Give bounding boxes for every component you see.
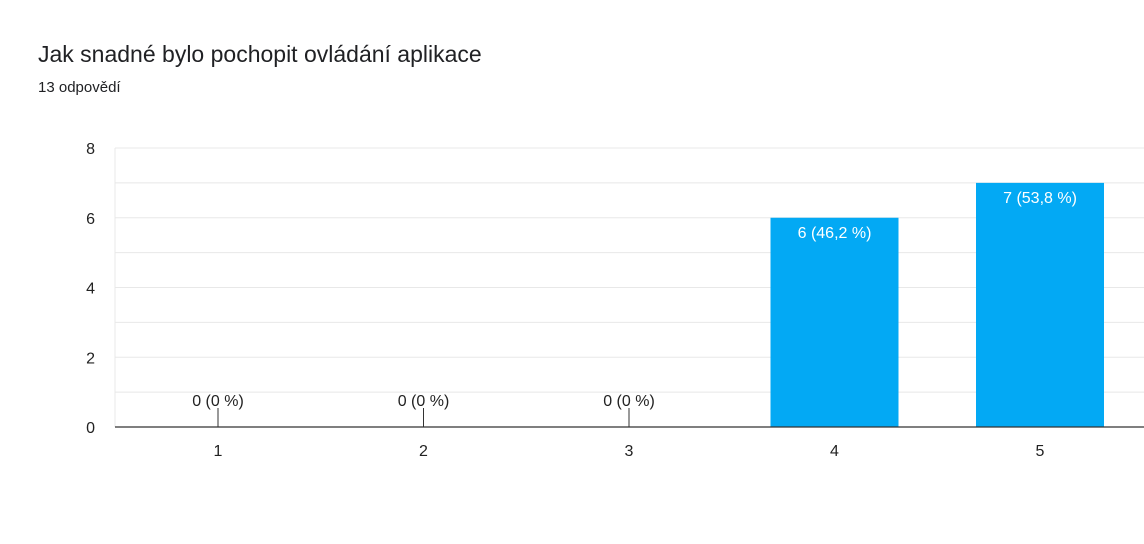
data-label: 0 (0 %) bbox=[603, 393, 655, 410]
x-tick-label: 5 bbox=[1036, 443, 1045, 460]
y-tick-label: 8 bbox=[86, 141, 95, 158]
x-tick-label: 2 bbox=[419, 443, 428, 460]
data-label: 0 (0 %) bbox=[398, 393, 450, 410]
data-label: 6 (46,2 %) bbox=[798, 225, 872, 242]
response-count: 13 odpovědí bbox=[38, 79, 121, 96]
bar bbox=[976, 182, 1104, 427]
data-label: 0 (0 %) bbox=[192, 393, 244, 410]
x-tick-label: 3 bbox=[625, 443, 634, 460]
data-label: 7 (53,8 %) bbox=[1003, 190, 1077, 207]
bar bbox=[770, 217, 899, 427]
y-tick-label: 0 bbox=[86, 420, 95, 437]
y-tick-label: 6 bbox=[86, 211, 95, 228]
chart-title: Jak snadné bylo pochopit ovládání aplika… bbox=[38, 41, 482, 67]
x-tick-label: 4 bbox=[830, 443, 839, 460]
y-tick-label: 2 bbox=[86, 350, 95, 367]
x-tick-label: 1 bbox=[214, 443, 223, 460]
y-tick-label: 4 bbox=[86, 281, 95, 298]
